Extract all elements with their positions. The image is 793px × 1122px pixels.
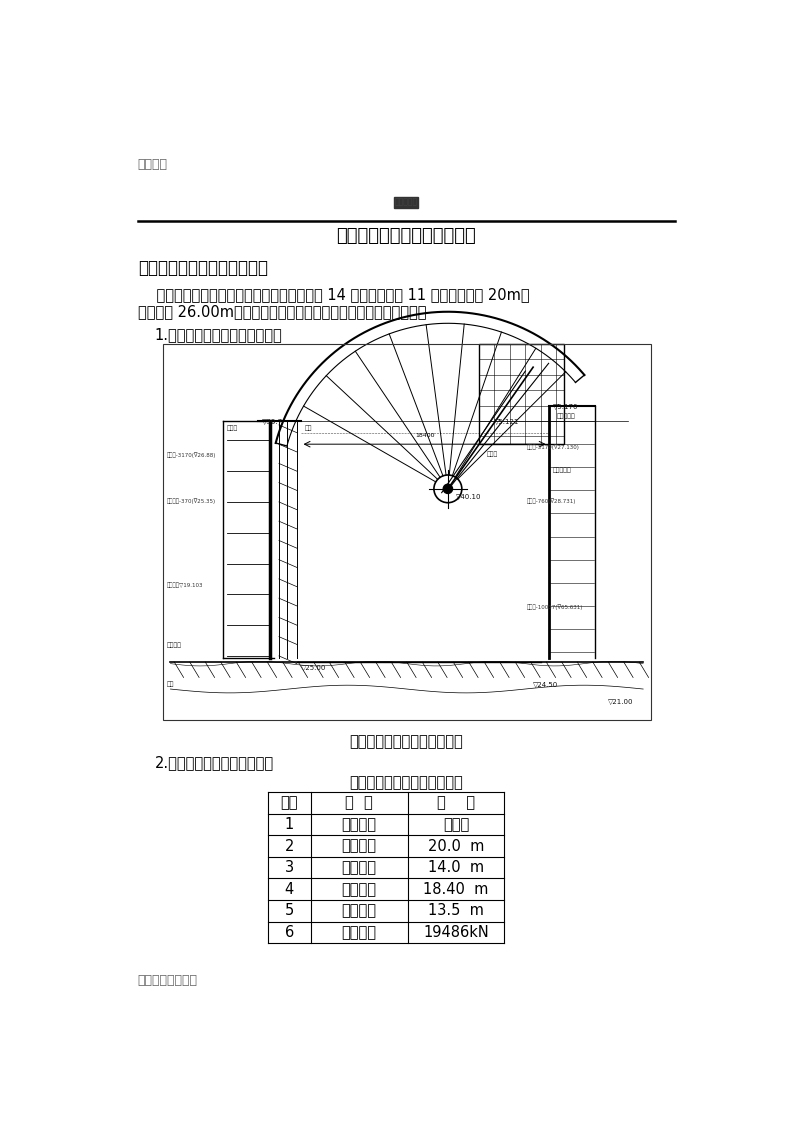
Bar — [163, 344, 651, 720]
Text: 18400: 18400 — [415, 433, 435, 438]
Text: 牛腿机架桥: 牛腿机架桥 — [557, 413, 575, 419]
Text: 导流底孔▽19.103: 导流底孔▽19.103 — [167, 582, 203, 588]
Text: 泄洪闸工作闸门的主要参数表: 泄洪闸工作闸门的主要参数表 — [349, 775, 463, 790]
Text: 露顶式: 露顶式 — [442, 817, 469, 833]
Text: 2: 2 — [285, 838, 294, 854]
Text: ▽21.00: ▽21.00 — [608, 698, 634, 705]
Text: 密级密密密: 密级密密密 — [394, 197, 418, 206]
Text: 20.0  m: 20.0 m — [428, 838, 485, 854]
Text: 一．泄洪闸工作闸门基本概况: 一．泄洪闸工作闸门基本概况 — [138, 259, 268, 277]
Text: 仅供参考: 仅供参考 — [138, 158, 168, 171]
Text: 泄洪闸工作闸门安装施工方案: 泄洪闸工作闸门安装施工方案 — [336, 227, 476, 245]
Text: ▽24.50: ▽24.50 — [533, 681, 558, 688]
Text: 19486kN: 19486kN — [423, 925, 489, 940]
Text: 3: 3 — [285, 861, 294, 875]
Text: 机架桥-760(∇28.731): 机架桥-760(∇28.731) — [527, 498, 577, 504]
Text: 金结桥-3170(∇26.88): 金结桥-3170(∇26.88) — [167, 452, 216, 458]
Text: 机架桥布置: 机架桥布置 — [553, 467, 571, 472]
Text: 堰顶高程 26.00m。挡水采用弧形工作门，由两台液压启闭机启闭。: 堰顶高程 26.00m。挡水采用弧形工作门，由两台液压启闭机启闭。 — [138, 304, 427, 319]
Text: ▽25.00: ▽25.00 — [301, 664, 326, 671]
Text: 2.泄洪闸工作闸门的主要参数: 2.泄洪闸工作闸门的主要参数 — [155, 755, 274, 771]
Text: ▽40.10: ▽40.10 — [456, 493, 481, 498]
Text: 设计水头: 设计水头 — [342, 903, 377, 918]
Text: 1.泄洪闸金属结构剖面布置总图: 1.泄洪闸金属结构剖面布置总图 — [155, 328, 282, 342]
Text: 地模: 地模 — [305, 425, 312, 431]
Text: 参    数: 参 数 — [437, 795, 475, 810]
Circle shape — [443, 485, 453, 494]
Text: 导流底孔: 导流底孔 — [167, 643, 182, 649]
Text: 总水压力: 总水压力 — [342, 925, 377, 940]
Text: 名  称: 名 称 — [345, 795, 373, 810]
Text: 5: 5 — [285, 903, 294, 918]
Text: 泄洪闸坝段布置于河道两侧主槽，左槽布置 14 孔，右槽布置 11 孔，孔口净宽 20m，: 泄洪闸坝段布置于河道两侧主槽，左槽布置 14 孔，右槽布置 11 孔，孔口净宽 … — [138, 287, 530, 302]
Text: 1: 1 — [285, 817, 294, 833]
Text: 序号: 序号 — [281, 795, 298, 810]
Text: 13.5  m: 13.5 m — [428, 903, 484, 918]
Bar — [479, 344, 564, 444]
Text: 孔口宽度: 孔口宽度 — [342, 838, 377, 854]
Text: 机架桥-10037(∇65.631): 机架桥-10037(∇65.631) — [527, 605, 584, 610]
Text: 18.40  m: 18.40 m — [423, 882, 488, 896]
Text: 坝基: 坝基 — [167, 681, 174, 687]
Text: ▽5.121: ▽5.121 — [494, 419, 519, 424]
Text: 闸门型式: 闸门型式 — [342, 817, 377, 833]
Text: 金结桥: 金结桥 — [227, 425, 238, 431]
Text: 不是用于商业用途: 不是用于商业用途 — [138, 974, 198, 987]
Text: 支承跨度: 支承跨度 — [342, 882, 377, 896]
Text: 金属结构-370(∇25.35): 金属结构-370(∇25.35) — [167, 498, 216, 504]
Text: 闸门高度: 闸门高度 — [342, 861, 377, 875]
Text: 4: 4 — [285, 882, 294, 896]
Text: 泄洪闸金属结构剖面布置总图: 泄洪闸金属结构剖面布置总图 — [349, 734, 463, 748]
Text: ▽30.7: ▽30.7 — [262, 419, 283, 424]
Text: 机架桥-3179(∇27.130): 机架桥-3179(∇27.130) — [527, 444, 580, 450]
Text: ▽5.170: ▽5.170 — [553, 403, 578, 408]
Bar — [163, 344, 651, 720]
Text: 14.0  m: 14.0 m — [428, 861, 484, 875]
Text: 弧形闸: 弧形闸 — [487, 452, 498, 458]
Text: 6: 6 — [285, 925, 294, 940]
